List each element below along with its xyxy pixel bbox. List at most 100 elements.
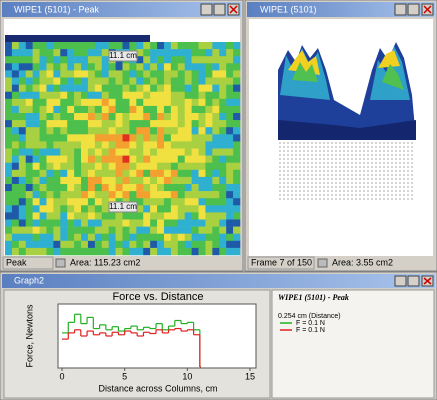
heat-cell bbox=[87, 176, 96, 185]
heat-cell bbox=[67, 56, 75, 64]
heat-cell bbox=[53, 63, 61, 71]
heat-cell bbox=[170, 127, 179, 135]
heat-cell bbox=[226, 233, 234, 242]
label-box bbox=[108, 201, 138, 213]
heat-cell bbox=[108, 63, 116, 71]
heat-cell bbox=[163, 127, 172, 135]
heat-cell bbox=[25, 205, 33, 213]
heat-cell bbox=[25, 191, 33, 199]
maximize-button[interactable] bbox=[407, 275, 420, 287]
heat-cell bbox=[11, 176, 20, 185]
heat-cell bbox=[39, 219, 47, 227]
heat-cell bbox=[87, 148, 96, 156]
heat-cell bbox=[143, 205, 151, 213]
heat-cell bbox=[226, 212, 234, 220]
heat-cell bbox=[191, 148, 199, 156]
heat-cell bbox=[157, 162, 165, 171]
heat-cell bbox=[226, 226, 234, 234]
window-buttons[interactable] bbox=[200, 3, 240, 16]
maximize-button[interactable] bbox=[213, 3, 226, 16]
heat-cell bbox=[60, 91, 68, 100]
heat-cell bbox=[198, 84, 206, 92]
heat-cell bbox=[129, 98, 137, 107]
heat-cell bbox=[5, 141, 13, 149]
heat-cell bbox=[94, 77, 103, 85]
heat-cell bbox=[184, 240, 192, 249]
heat-cell bbox=[233, 42, 241, 50]
heat-cell bbox=[163, 219, 172, 227]
heat-cell bbox=[87, 70, 96, 78]
heat-cell bbox=[170, 63, 179, 71]
heat-cell bbox=[136, 84, 144, 92]
heat-cell bbox=[11, 212, 20, 220]
heat-cell bbox=[87, 184, 96, 192]
minimize-button[interactable] bbox=[200, 3, 213, 16]
heat-cell bbox=[94, 226, 103, 234]
heat-cell bbox=[122, 77, 130, 85]
heat-cell bbox=[177, 91, 186, 100]
heat-cell bbox=[115, 127, 123, 135]
heat-cell bbox=[87, 141, 96, 149]
heat-cell bbox=[94, 141, 103, 149]
minimize-button[interactable] bbox=[394, 3, 407, 16]
heat-cell bbox=[177, 42, 186, 50]
heat-cell bbox=[25, 120, 33, 128]
heat-cell bbox=[150, 134, 158, 142]
heat-cell bbox=[5, 113, 13, 121]
minimize-button[interactable] bbox=[394, 275, 407, 287]
heat-cell bbox=[39, 155, 47, 163]
heat-cell bbox=[11, 127, 20, 135]
heat-cell bbox=[101, 49, 109, 57]
heat-cell bbox=[136, 226, 144, 234]
heat-cell bbox=[212, 226, 220, 234]
heat-cell bbox=[219, 240, 227, 249]
heat-cell bbox=[87, 63, 96, 71]
heat-cell bbox=[136, 77, 144, 85]
heat-cell bbox=[67, 127, 75, 135]
heat-cell bbox=[60, 219, 68, 227]
heat-cell bbox=[81, 162, 89, 171]
heat-cell bbox=[101, 63, 109, 71]
heat-cell bbox=[150, 63, 158, 71]
heat-cell bbox=[5, 49, 13, 57]
heat-cell bbox=[115, 91, 123, 100]
heat-cell bbox=[219, 63, 227, 71]
heat-cell bbox=[46, 105, 54, 114]
heat-cell bbox=[184, 120, 192, 128]
heat-cell bbox=[184, 91, 192, 100]
heat-cell bbox=[177, 77, 186, 85]
heat-cell bbox=[94, 169, 103, 178]
heat-cell bbox=[101, 77, 109, 85]
heat-cell bbox=[233, 120, 241, 128]
heat-cell bbox=[157, 49, 165, 57]
heat-cell bbox=[39, 91, 47, 100]
heat-cell bbox=[87, 98, 96, 107]
heat-cell bbox=[108, 113, 116, 121]
heat-cell bbox=[219, 148, 227, 156]
heat-cell bbox=[212, 127, 220, 135]
heat-cell bbox=[67, 198, 75, 206]
heat-cell bbox=[157, 84, 165, 92]
heat-cell bbox=[122, 212, 130, 220]
heat-cell bbox=[25, 247, 33, 256]
heat-cell bbox=[198, 98, 206, 107]
heat-cell bbox=[184, 134, 192, 142]
heat-cell bbox=[198, 141, 206, 149]
heat-cell bbox=[205, 56, 213, 64]
heat-cell bbox=[163, 49, 172, 57]
heat-cell bbox=[191, 77, 199, 85]
heat-cell bbox=[198, 113, 206, 121]
heat-cell bbox=[108, 134, 116, 142]
heat-cell bbox=[81, 77, 89, 85]
heat-cell bbox=[198, 184, 206, 192]
heat-cell bbox=[94, 148, 103, 156]
heat-cell bbox=[170, 233, 179, 242]
heat-cell bbox=[233, 77, 241, 85]
heat-cell bbox=[94, 91, 103, 100]
heat-cell bbox=[184, 219, 192, 227]
maximize-button[interactable] bbox=[407, 3, 420, 16]
heat-cell bbox=[136, 98, 144, 107]
heat-cell bbox=[177, 127, 186, 135]
heat-cell bbox=[39, 77, 47, 85]
